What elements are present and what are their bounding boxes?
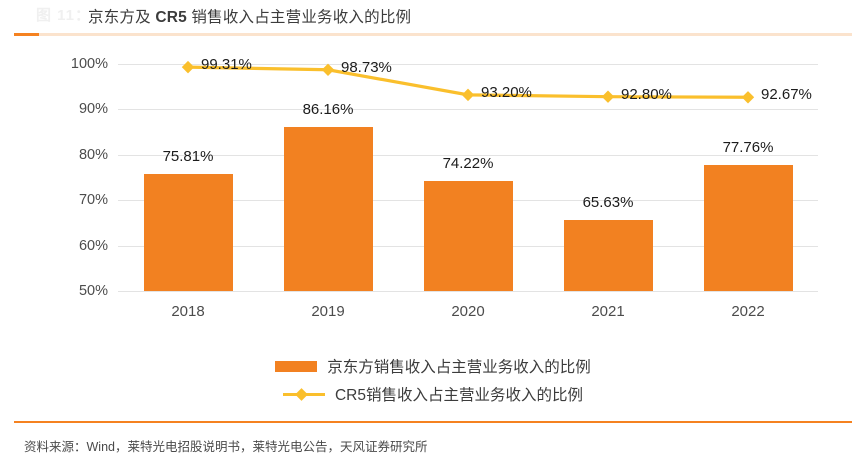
page-title: 京东方及 CR5 销售收入占主营业务收入的比例 [88, 5, 411, 27]
bar[interactable] [563, 220, 653, 291]
legend-item-bar[interactable]: 京东方销售收入占主营业务收入的比例 [0, 352, 866, 380]
title-suffix: 销售收入占主营业务收入的比例 [186, 9, 412, 26]
bar-value-label: 77.76% [722, 138, 774, 156]
y-axis-tick-label: 70% [78, 192, 108, 209]
line-value-label: 98.73% [341, 58, 392, 76]
y-axis-tick-label: 50% [78, 283, 108, 299]
y-axis-tick-label: 80% [78, 146, 108, 163]
x-axis-label: 2022 [731, 303, 765, 320]
line-marker-diamond[interactable] [741, 91, 755, 104]
footer-divider [14, 421, 852, 423]
bar-value-label: 75.81% [162, 147, 214, 165]
line-value-label: 92.80% [621, 85, 672, 103]
gridline [118, 154, 818, 156]
bar[interactable] [423, 181, 513, 291]
plot-area: 100% 90% 80% 70% 60% 50% 75.81% 86.16% 74.22% 65… [0, 40, 866, 340]
legend-label: 京东方销售收入占主营业务收入的比例 [327, 359, 591, 376]
bar[interactable] [283, 126, 373, 291]
bar-value-label: 65.63% [582, 194, 634, 212]
source-note: 资料来源：Wind，莱特光电招股说明书，莱特光电公告，天风证券研究所 [24, 440, 428, 454]
gridline [118, 291, 818, 292]
gridline [118, 109, 818, 111]
legend-label: CR5销售收入占主营业务收入的比例 [334, 387, 583, 404]
figure-number: 图 11： [36, 7, 92, 24]
y-axis-tick-label: 100% [70, 56, 108, 72]
header-divider [14, 33, 852, 36]
line-marker-diamond[interactable] [461, 88, 475, 102]
x-axis-label: 2019 [311, 303, 345, 320]
line-value-label: 99.31% [201, 56, 252, 74]
line-diamond-swatch-icon [282, 387, 325, 401]
chart-legend: 京东方销售收入占主营业务收入的比例 CR5销售收入占主营业务收入的比例 [0, 352, 866, 408]
x-axis-label: 2018 [171, 303, 205, 320]
bar-swatch-icon [275, 360, 318, 372]
bar[interactable] [703, 164, 793, 291]
x-axis-label: 2021 [591, 303, 625, 320]
line-marker-diamond[interactable] [601, 90, 615, 103]
y-axis-tick-label: 90% [78, 101, 108, 118]
bar-value-label: 74.22% [442, 155, 494, 173]
line-marker-diamond[interactable] [181, 60, 195, 74]
line-value-label: 93.20% [481, 83, 532, 101]
y-axis-tick-label: 60% [78, 237, 108, 254]
bar[interactable] [143, 173, 233, 291]
title-emphasis: CR5 [155, 9, 187, 26]
header-divider-accent [14, 33, 39, 36]
bar-value-label: 86.16% [302, 100, 354, 118]
gridline [118, 64, 818, 65]
line-value-label: 92.67% [761, 86, 812, 104]
title-prefix: 京东方及 [88, 9, 156, 26]
line-series [181, 60, 755, 104]
line-marker-diamond[interactable] [321, 63, 335, 76]
legend-item-line[interactable]: CR5销售收入占主营业务收入的比例 [0, 380, 866, 408]
x-axis-label: 2020 [451, 303, 485, 320]
